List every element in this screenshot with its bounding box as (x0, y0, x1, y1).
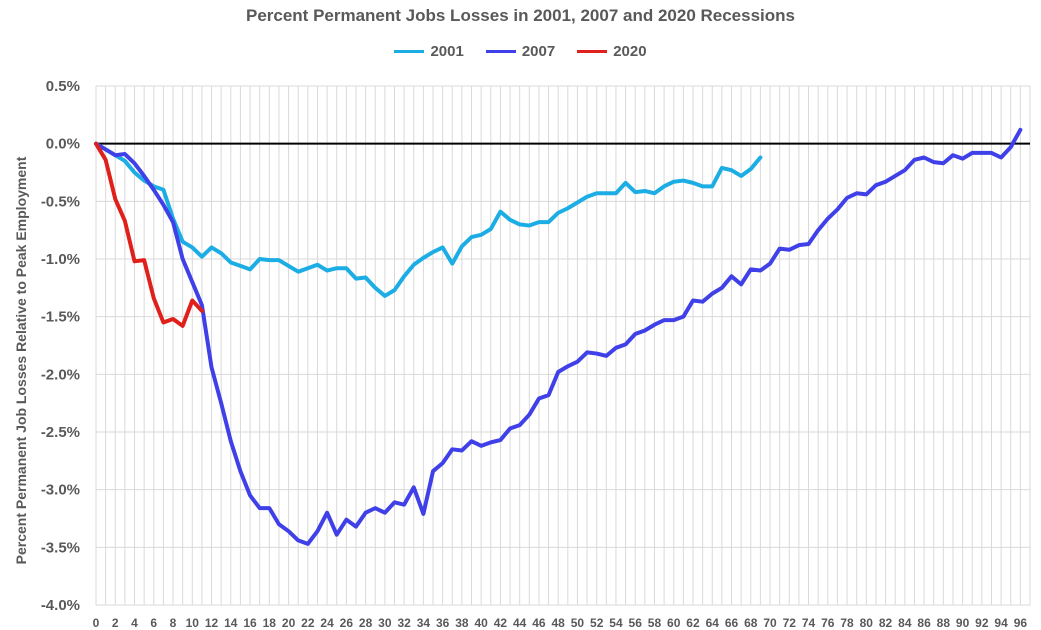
x-tick-label: 40 (474, 616, 488, 630)
x-tick-label: 88 (937, 616, 951, 630)
x-tick-label: 24 (320, 616, 334, 630)
x-tick-label: 92 (975, 616, 989, 630)
x-tick-label: 26 (340, 616, 354, 630)
y-tick-label: 0.0% (46, 136, 80, 153)
x-tick-label: 6 (150, 616, 157, 630)
legend-label-2007: 2007 (521, 43, 556, 60)
x-tick-label: 4 (131, 616, 138, 630)
y-tick-label: -2.0% (41, 366, 80, 383)
legend-item-2001: 2001 (394, 43, 464, 60)
legend-swatch-2001 (394, 50, 425, 53)
x-tick-label: 32 (397, 616, 411, 630)
legend-item-2020: 2020 (577, 43, 647, 60)
x-tick-label: 62 (686, 616, 700, 630)
x-tick-label: 16 (243, 616, 257, 630)
x-tick-label: 42 (494, 616, 508, 630)
series-line-2001 (94, 141, 763, 298)
y-tick-label: -1.5% (41, 309, 80, 326)
y-axis-label: Percent Permanent Job Losses Relative to… (13, 156, 29, 564)
x-tick-label: 74 (802, 616, 816, 630)
x-tick-label: 64 (706, 616, 720, 630)
x-tick-label: 20 (282, 616, 296, 630)
x-tick-label: 60 (667, 616, 681, 630)
x-tick-label: 78 (840, 616, 854, 630)
x-tick-label: 86 (917, 616, 931, 630)
legend-label-2020: 2020 (613, 43, 647, 60)
x-tick-label: 94 (994, 616, 1008, 630)
x-tick-label: 2 (112, 616, 119, 630)
chart-title: Percent Permanent Jobs Losses in 2001, 2… (245, 6, 795, 25)
x-tick-label: 14 (224, 616, 238, 630)
x-tick-label: 30 (378, 616, 392, 630)
legend: 2001 2007 2020 (0, 43, 1041, 60)
x-tick-label: 0 (93, 616, 100, 630)
x-tick-label: 52 (590, 616, 604, 630)
x-tick-label: 18 (263, 616, 277, 630)
x-tick-label: 50 (571, 616, 585, 630)
x-tick-label: 96 (1014, 616, 1028, 630)
series-layer (94, 127, 1023, 546)
x-tick-label: 46 (532, 616, 546, 630)
legend-label-2001: 2001 (430, 43, 464, 60)
x-tick-label: 58 (648, 616, 662, 630)
x-tick-label: 34 (417, 616, 431, 630)
y-tick-label: 0.5% (46, 78, 80, 95)
y-tick-label: -3.5% (41, 539, 80, 556)
x-tick-label: 12 (205, 616, 219, 630)
x-tick-label: 48 (552, 616, 566, 630)
x-tick-label: 76 (821, 616, 835, 630)
x-tick-label: 90 (956, 616, 970, 630)
y-tick-label: -0.5% (41, 193, 80, 210)
x-tick-label: 56 (629, 616, 643, 630)
y-tick-labels: -4.0% -3.5% -3.0% -2.5% -2.0% -1.5% -1.0% -0.5%… (41, 78, 80, 614)
y-tick-label: -3.0% (41, 482, 80, 499)
series-line-2020 (94, 141, 204, 328)
x-tick-label: 72 (783, 616, 797, 630)
x-tick-label: 36 (436, 616, 450, 630)
legend-item-2007: 2007 (485, 43, 556, 60)
y-tick-label: -1.0% (41, 251, 80, 268)
x-tick-label: 82 (879, 616, 893, 630)
horizontal-gridlines (96, 85, 1030, 606)
x-tick-label: 70 (763, 616, 777, 630)
x-tick-label: 10 (186, 616, 200, 630)
x-tick-label: 28 (359, 616, 373, 630)
legend-swatch-2007 (485, 50, 516, 53)
x-tick-label: 8 (170, 616, 177, 630)
y-tick-label: -2.5% (41, 424, 80, 441)
x-tick-label: 54 (609, 616, 623, 630)
x-tick-label: 84 (898, 616, 912, 630)
x-tick-label: 38 (455, 616, 469, 630)
y-tick-label: -4.0% (41, 597, 80, 614)
series-line-2007 (94, 127, 1023, 546)
vertical-gridlines (95, 86, 1031, 605)
x-tick-label: 44 (513, 616, 527, 630)
x-tick-label: 68 (744, 616, 758, 630)
x-tick-label: 22 (301, 616, 315, 630)
legend-swatch-2020 (577, 50, 608, 53)
x-tick-label: 80 (860, 616, 874, 630)
x-tick-labels: 0 2 4 6 8 10 12 14 16 18 20 22 24 26 28 30 32 34 36 38 40 42 4… (93, 616, 1028, 630)
x-tick-label: 66 (725, 616, 739, 630)
